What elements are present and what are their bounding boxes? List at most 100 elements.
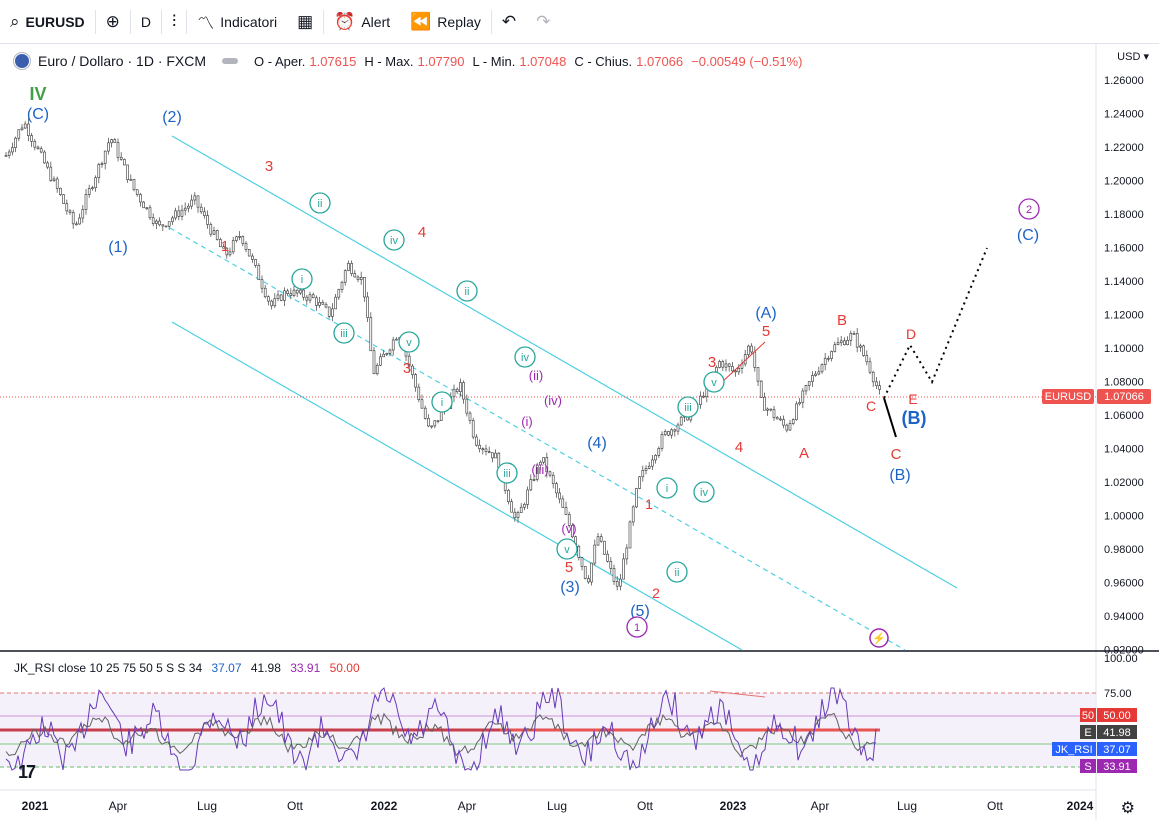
- projection-path[interactable]: [883, 247, 988, 438]
- candle: [471, 417, 475, 440]
- trend-channel[interactable]: [169, 135, 958, 651]
- wave-label: (v): [561, 521, 576, 536]
- candle: [548, 470, 552, 478]
- toolbar-divider: [94, 9, 96, 34]
- toolbar-divider: [323, 9, 325, 34]
- candle: [39, 146, 43, 154]
- redo-button[interactable]: ↷: [526, 0, 560, 44]
- rsi-divergence-line: [709, 690, 766, 698]
- candle: [871, 370, 875, 387]
- candle: [625, 544, 629, 565]
- wave-label: C: [866, 398, 876, 414]
- candle: [756, 367, 760, 387]
- candle: [23, 121, 27, 130]
- lightning-button[interactable]: ⚡: [869, 628, 889, 648]
- chart-type-button[interactable]: ⫶: [162, 0, 186, 44]
- candle: [81, 205, 85, 224]
- wave-label: (i): [521, 414, 533, 429]
- wave-circle-text: v: [406, 337, 412, 349]
- candle: [724, 359, 728, 372]
- candle: [516, 510, 520, 523]
- candle: [827, 355, 830, 362]
- replay-button[interactable]: ⏪ Replay: [400, 0, 491, 44]
- candle: [206, 210, 209, 229]
- projection-dotted-line[interactable]: [883, 247, 988, 399]
- indicators-button[interactable]: 〽 Indicatori: [187, 0, 287, 44]
- candle: [433, 420, 437, 429]
- rsi-pane[interactable]: 100.00 75.00 50 50.00 E 41.98 JK_RSI 37.07 S 33…: [0, 653, 1138, 773]
- channel-lower-line[interactable]: [171, 321, 743, 651]
- candle: [798, 398, 801, 406]
- grid-icon: ▦: [297, 11, 314, 31]
- undo-button[interactable]: ↶: [492, 0, 526, 44]
- wave-circle-label: ii: [456, 280, 478, 302]
- candle: [455, 387, 459, 394]
- candle: [763, 392, 766, 411]
- candle: [171, 215, 174, 225]
- alert-button[interactable]: ⏰ Alert: [324, 0, 400, 44]
- price-chart[interactable]: 1.26000 1.24000 1.22000 1.20000 1.18000 1.160…: [0, 44, 1159, 820]
- candle: [820, 363, 824, 374]
- wave-circle-label: iv: [383, 229, 405, 251]
- currency-selector[interactable]: USD ▾: [1117, 50, 1149, 63]
- candle: [859, 343, 862, 352]
- candle: [654, 454, 657, 464]
- candle: [660, 431, 664, 452]
- projection-down-line[interactable]: [883, 397, 897, 438]
- price-axis[interactable]: 1.26000 1.24000 1.22000 1.20000 1.18000 1.160…: [1104, 75, 1144, 657]
- candle: [331, 303, 334, 322]
- candle: [308, 291, 312, 304]
- candle: [564, 501, 568, 516]
- alert-label: Alert: [361, 13, 391, 30]
- candle: [766, 407, 769, 416]
- candle: [865, 350, 869, 366]
- candle: [129, 174, 133, 181]
- wave-circle-label: 1: [626, 616, 648, 638]
- candle: [523, 502, 526, 511]
- candle: [235, 235, 238, 243]
- candle: [36, 145, 40, 150]
- candle: [423, 405, 427, 420]
- candle: [615, 576, 619, 591]
- tradingview-logo[interactable]: 17: [18, 762, 36, 782]
- rsi-tick-100: 100.00: [1104, 653, 1138, 665]
- candle: [468, 411, 472, 425]
- price-tick-label: 0.96000: [1104, 578, 1144, 590]
- time-tick-label: Apr: [109, 799, 128, 813]
- lightning-circle[interactable]: [869, 628, 889, 648]
- candle: [55, 176, 59, 193]
- close-value: 1.07066: [636, 53, 684, 69]
- candle: [839, 335, 843, 347]
- candle: [619, 573, 622, 591]
- candle: [414, 373, 417, 392]
- candle: [875, 377, 878, 389]
- candle: [110, 138, 113, 148]
- compare-button[interactable]: ⊕: [96, 0, 130, 44]
- candle: [91, 185, 94, 191]
- candle: [567, 511, 571, 528]
- time-axis[interactable]: 2021 Apr Lug Ott 2022 Apr Lug Ott 2023 Apr Lug Ott 2…: [22, 799, 1094, 813]
- price-tick-label: 1.00000: [1104, 511, 1144, 523]
- candle: [254, 258, 257, 268]
- templates-button[interactable]: ▦: [287, 0, 323, 44]
- candle: [257, 263, 261, 281]
- lightning-icon: ⚡: [872, 632, 886, 645]
- channel-upper-line[interactable]: [171, 135, 958, 589]
- close-label: C - Chius.: [574, 53, 633, 69]
- wave-label: (ii): [529, 368, 543, 383]
- candle: [788, 419, 792, 431]
- settings-gear-icon[interactable]: ⚙: [1120, 800, 1135, 817]
- candle: [721, 359, 725, 371]
- candle: [791, 418, 795, 426]
- channel-middle-line[interactable]: [169, 227, 906, 651]
- candle: [430, 425, 433, 429]
- rewind-icon: ⏪: [410, 11, 432, 31]
- symbol-search-button[interactable]: ⌕ EURUSD: [0, 0, 95, 44]
- candle: [561, 495, 565, 508]
- interval-button[interactable]: D: [131, 0, 161, 44]
- rsi-line: [5, 687, 877, 772]
- visibility-toggle[interactable]: [222, 58, 239, 64]
- candle: [587, 575, 590, 584]
- price-tick-label: 1.18000: [1104, 209, 1144, 221]
- candle: [315, 295, 318, 311]
